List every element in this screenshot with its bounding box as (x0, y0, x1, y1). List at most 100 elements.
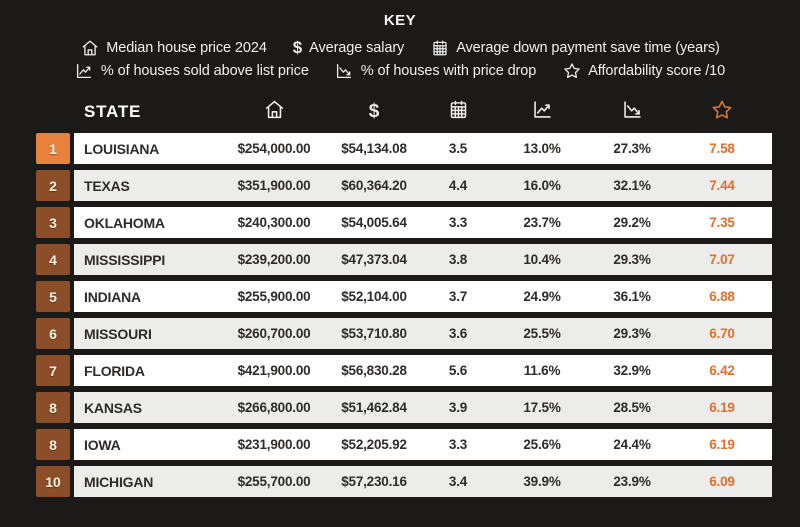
state-name: KANSAS (84, 399, 142, 416)
ranking-table: STATE $ (36, 94, 772, 497)
table-row: 3 OKLAHOMA $240,300.00 $54,005.64 3.3 23… (36, 207, 772, 238)
column-header-score (672, 99, 772, 126)
table-row-body: INDIANA $255,900.00 $52,104.00 3.7 24.9%… (74, 281, 772, 312)
state-name: OKLAHOMA (84, 214, 165, 231)
key-item-label: % of houses sold above list price (100, 62, 309, 79)
state-name: MISSISSIPPI (84, 251, 166, 268)
table-row: 2 TEXAS $351,900.00 $60,364.20 4.4 16.0%… (36, 170, 772, 201)
column-header-avg-salary: $ (324, 101, 424, 123)
table-row: 4 MISSISSIPPI $239,200.00 $47,373.04 3.8… (36, 244, 772, 275)
price-drop-value: 29.3% (613, 252, 651, 267)
avg-salary-value: $52,205.92 (341, 437, 407, 452)
table-row: 7 FLORIDA $421,900.00 $56,830.28 5.6 11.… (36, 355, 772, 386)
table-row-body: LOUISIANA $254,000.00 $54,134.08 3.5 13.… (74, 133, 772, 164)
above-list-value: 13.0% (523, 141, 561, 156)
table-row-body: IOWA $231,900.00 $52,205.92 3.3 25.6% 24… (74, 429, 772, 460)
state-name: FLORIDA (84, 362, 145, 379)
avg-salary-value: $57,230.16 (341, 474, 407, 489)
above-list-value: 23.7% (523, 215, 561, 230)
above-list-value: 16.0% (523, 178, 561, 193)
price-drop-value: 32.9% (613, 363, 651, 378)
star-icon (711, 99, 733, 126)
table-row-body: OKLAHOMA $240,300.00 $54,005.64 3.3 23.7… (74, 207, 772, 238)
affordability-score-value: 6.09 (709, 474, 735, 489)
key-item-affordability-score: Affordability score /10 (562, 61, 725, 80)
rank-badge: 5 (36, 281, 70, 312)
key-line-2: % of houses sold above list price % of h… (0, 59, 800, 82)
save-time-value: 3.3 (448, 215, 468, 230)
affordability-score-value: 7.58 (709, 141, 735, 156)
table-row: 5 INDIANA $255,900.00 $52,104.00 3.7 24.… (36, 281, 772, 312)
house-icon (264, 99, 285, 125)
rank-badge: 3 (36, 207, 70, 238)
median-price-value: $255,900.00 (237, 289, 311, 304)
table-row-body: MISSOURI $260,700.00 $53,710.80 3.6 25.5… (74, 318, 772, 349)
above-list-value: 11.6% (523, 363, 561, 378)
table-row: 1 LOUISIANA $254,000.00 $54,134.08 3.5 1… (36, 133, 772, 164)
state-name: TEXAS (84, 177, 130, 194)
key-item-median-price: Median house price 2024 (80, 38, 267, 57)
save-time-value: 4.4 (448, 178, 468, 193)
save-time-value: 3.5 (448, 141, 468, 156)
median-price-value: $240,300.00 (237, 215, 311, 230)
rank-badge: 6 (36, 318, 70, 349)
calculator-icon (430, 38, 449, 57)
table-row: 8 IOWA $231,900.00 $52,205.92 3.3 25.6% … (36, 429, 772, 460)
key-item-label: Median house price 2024 (106, 39, 267, 56)
avg-salary-value: $51,462.84 (341, 400, 407, 415)
key-title: KEY (383, 12, 417, 29)
key-item-label: Average salary (309, 39, 405, 56)
calculator-icon (448, 99, 469, 125)
affordability-score-value: 7.07 (709, 252, 735, 267)
state-name: LOUISIANA (84, 140, 160, 157)
rank-badge: 4 (36, 244, 70, 275)
avg-salary-value: $47,373.04 (341, 252, 407, 267)
key-line-1: Median house price 2024 $ Average salary… (0, 36, 800, 59)
above-list-value: 25.5% (523, 326, 561, 341)
table-header: STATE $ (36, 94, 770, 130)
rank-badge: 10 (36, 466, 70, 497)
rank-badge: 1 (36, 133, 70, 164)
chart-up-icon (75, 61, 94, 80)
house-icon (80, 38, 99, 57)
column-header-price-drop (592, 99, 672, 125)
table-row: 10 MICHIGAN $255,700.00 $57,230.16 3.4 3… (36, 466, 772, 497)
affordability-score-value: 7.35 (709, 215, 735, 230)
dollar-icon: $ (368, 101, 380, 122)
key-item-save-time: Average down payment save time (years) (430, 38, 720, 57)
dollar-icon: $ (292, 37, 303, 57)
median-price-value: $231,900.00 (237, 437, 311, 452)
median-price-value: $255,700.00 (237, 474, 311, 489)
median-price-value: $421,900.00 (237, 363, 311, 378)
rank-badge: 2 (36, 170, 70, 201)
affordability-score-value: 6.19 (709, 437, 735, 452)
price-drop-value: 29.3% (613, 326, 651, 341)
table-row-body: FLORIDA $421,900.00 $56,830.28 5.6 11.6%… (74, 355, 772, 386)
median-price-value: $254,000.00 (237, 141, 311, 156)
save-time-value: 3.9 (448, 400, 468, 415)
price-drop-value: 27.3% (613, 141, 651, 156)
key-item-price-drop: % of houses with price drop (335, 61, 536, 80)
median-price-value: $351,900.00 (237, 178, 311, 193)
key-item-label: Affordability score /10 (588, 62, 726, 79)
save-time-value: 3.8 (448, 252, 468, 267)
avg-salary-value: $54,134.08 (341, 141, 407, 156)
column-header-save-time (424, 99, 492, 125)
affordability-score-value: 7.44 (709, 178, 735, 193)
rank-badge: 7 (36, 355, 70, 386)
save-time-value: 3.3 (448, 437, 468, 452)
star-icon (562, 61, 581, 80)
price-drop-value: 32.1% (613, 178, 651, 193)
table-row-body: MISSISSIPPI $239,200.00 $47,373.04 3.8 1… (74, 244, 772, 275)
affordability-score-value: 6.88 (709, 289, 735, 304)
median-price-value: $266,800.00 (237, 400, 311, 415)
rank-badge: 8 (36, 392, 70, 423)
state-name: MISSOURI (84, 325, 152, 342)
above-list-value: 24.9% (523, 289, 561, 304)
avg-salary-value: $60,364.20 (341, 178, 407, 193)
key-item-above-list: % of houses sold above list price (75, 61, 309, 80)
state-name: INDIANA (84, 288, 141, 305)
chart-down-icon (622, 99, 643, 125)
median-price-value: $260,700.00 (237, 326, 311, 341)
